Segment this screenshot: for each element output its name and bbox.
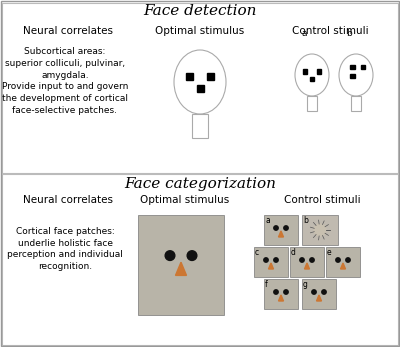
Text: Optimal stimulus: Optimal stimulus [155, 26, 245, 36]
Bar [264, 279, 298, 309]
Bar [186, 73, 192, 80]
Text: g: g [303, 280, 308, 289]
Circle shape [346, 258, 350, 262]
Polygon shape [316, 295, 322, 301]
Text: Cortical face patches:
underlie holistic face
perception and individual
recognit: Cortical face patches: underlie holistic… [7, 227, 123, 271]
Ellipse shape [295, 54, 329, 96]
Polygon shape [304, 263, 310, 269]
Circle shape [336, 258, 340, 262]
Text: f: f [265, 280, 268, 289]
Polygon shape [340, 263, 346, 269]
Polygon shape [278, 231, 284, 237]
Bar [326, 247, 360, 277]
Bar [361, 65, 365, 69]
Text: c: c [255, 248, 259, 257]
Bar [290, 247, 324, 277]
Bar [303, 69, 307, 74]
Polygon shape [176, 262, 186, 276]
Polygon shape [307, 96, 317, 111]
Text: Neural correlates: Neural correlates [23, 26, 113, 36]
Text: a: a [302, 28, 308, 37]
Text: Control stimuli: Control stimuli [292, 26, 368, 36]
Bar [350, 74, 355, 78]
Circle shape [165, 251, 175, 261]
Text: Face detection: Face detection [143, 4, 257, 18]
Circle shape [274, 258, 278, 262]
Text: e: e [327, 248, 332, 257]
Text: Neural correlates: Neural correlates [23, 195, 113, 205]
Text: a: a [265, 216, 270, 225]
Text: d: d [291, 248, 296, 257]
Bar [264, 215, 298, 245]
Circle shape [312, 290, 316, 294]
Text: Face categorization: Face categorization [124, 177, 276, 191]
Bar [2, 174, 398, 345]
Bar [2, 3, 398, 173]
Bar [196, 85, 204, 92]
Text: Subcortical areas:
superior colliculi, pulvinar,
amygdala.
Provide input to and : Subcortical areas: superior colliculi, p… [2, 47, 128, 115]
Bar [208, 73, 214, 80]
Circle shape [322, 290, 326, 294]
Circle shape [300, 258, 304, 262]
Bar [317, 69, 321, 74]
Bar [350, 65, 355, 69]
Circle shape [274, 290, 278, 294]
Circle shape [310, 258, 314, 262]
Ellipse shape [174, 50, 226, 114]
Circle shape [264, 258, 268, 262]
Text: Control stimuli: Control stimuli [284, 195, 360, 205]
Circle shape [284, 290, 288, 294]
Bar [302, 279, 336, 309]
Polygon shape [268, 263, 274, 269]
Bar [138, 215, 224, 315]
Circle shape [274, 226, 278, 230]
Circle shape [284, 226, 288, 230]
Polygon shape [192, 114, 208, 138]
Circle shape [187, 251, 197, 261]
Bar [254, 247, 288, 277]
Circle shape [314, 224, 326, 236]
Text: Optimal stimulus: Optimal stimulus [140, 195, 230, 205]
Polygon shape [278, 295, 284, 301]
Bar [302, 215, 338, 245]
Text: b: b [346, 28, 352, 37]
Ellipse shape [339, 54, 373, 96]
Polygon shape [351, 96, 361, 111]
Bar [310, 77, 314, 82]
Text: b: b [303, 216, 308, 225]
